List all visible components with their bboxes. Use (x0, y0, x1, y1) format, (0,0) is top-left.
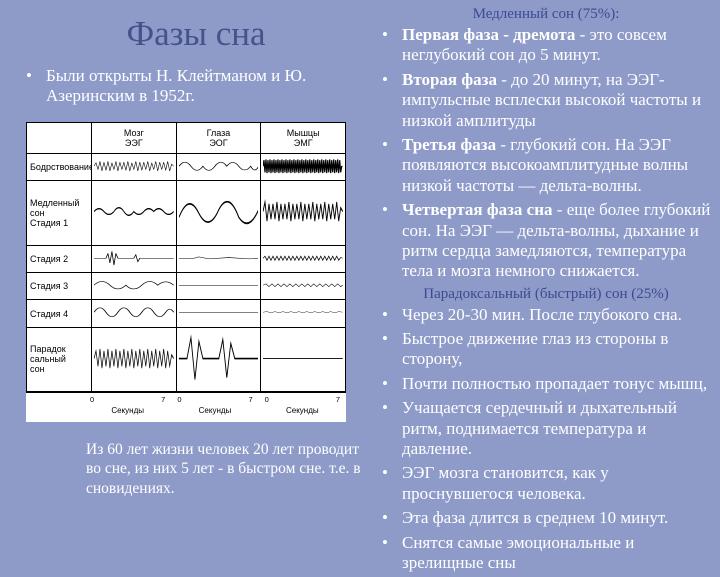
slide-title: Фазы сна (22, 14, 370, 54)
row-stage3: Стадия 3 (27, 272, 92, 299)
fast-item: Снятся самые эмоциональные и зрелищные с… (392, 533, 714, 574)
col-eyes: ГлазаЭОГ (176, 123, 261, 154)
fast-item: Эта фаза длится в среднем 10 минут. (392, 508, 714, 528)
fast-sleep-list: Через 20-30 мин. После глубокого сна. Быс… (378, 305, 714, 574)
slow-item: Третья фаза - глубокий сон. На ЭЭГ появл… (392, 135, 714, 196)
row-paradox: Парадоксальныйсон (27, 327, 92, 391)
left-bullets: Были открыты Н. Клейтманом и Ю. Азеринск… (22, 66, 370, 107)
figure-table: МозгЭЭГ ГлазаЭОГ МышцыЭМГ Бодрствование … (26, 122, 346, 392)
slow-sleep-header: Медленный сон (75%): (378, 6, 714, 23)
fast-item: Почти полностью пропадает тонус мышц, (392, 374, 714, 394)
row-stage4: Стадия 4 (27, 300, 92, 327)
col-brain: МозгЭЭГ (92, 123, 177, 154)
slow-item: Первая фаза - дремота - это совсем неглу… (392, 25, 714, 66)
discovery-bullet: Были открыты Н. Клейтманом и Ю. Азеринск… (36, 66, 370, 107)
slow-item: Четвертая фаза сна - еще более глубокий … (392, 200, 714, 282)
row-stage1: Медленный сонСтадия 1 (27, 181, 92, 245)
corner-cell (27, 123, 92, 154)
sleep-phases-figure: МозгЭЭГ ГлазаЭОГ МышцыЭМГ Бодрствование … (26, 122, 346, 422)
fast-item: ЭЭГ мозга становится, как у проснувшегос… (392, 463, 714, 504)
fact-text: Из 60 лет жизни человек 20 лет проводит … (86, 440, 366, 498)
fast-item: Учащается сердечный и дыхательный ритм, … (392, 398, 714, 459)
col-muscles: МышцыЭМГ (261, 123, 346, 154)
fast-item: Через 20-30 мин. После глубокого сна. (392, 305, 714, 325)
figure-x-axis: 07Секунды 07Секунды 07Секунды (26, 392, 346, 421)
row-wake: Бодрствование (27, 154, 92, 181)
slow-sleep-list: Первая фаза - дремота - это совсем неглу… (378, 25, 714, 282)
fast-item: Быстрое движение глаз из стороны в сторо… (392, 329, 714, 370)
row-stage2: Стадия 2 (27, 245, 92, 272)
fast-sleep-header: Парадоксальный (быстрый) сон (25%) (378, 286, 714, 303)
slow-item: Вторая фаза - до 20 минут, на ЭЭГ- импул… (392, 70, 714, 131)
